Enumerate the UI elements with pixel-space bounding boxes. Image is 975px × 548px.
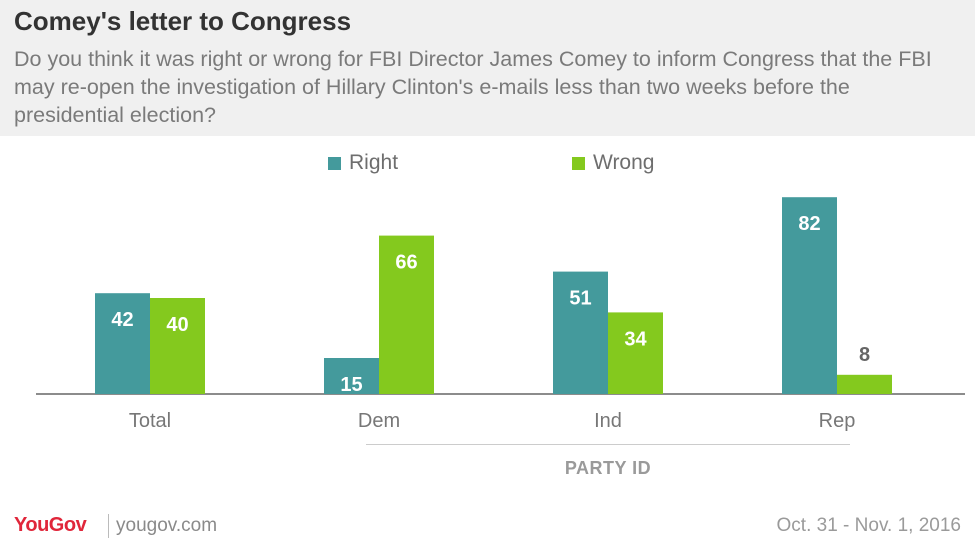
bar-right-dem	[324, 358, 379, 394]
legend: Right Wrong	[0, 150, 975, 176]
data-label-right-ind: 51	[569, 288, 591, 310]
chart-title: Comey's letter to Congress	[14, 6, 352, 36]
data-label-wrong-rep: 8	[859, 344, 870, 366]
data-label-right-rep: 82	[798, 213, 820, 235]
footer-divider	[108, 514, 109, 538]
legend-item-right: Right	[328, 150, 398, 176]
footer-site-link[interactable]: yougov.com	[116, 515, 218, 536]
yougov-logo: YouGov	[14, 514, 87, 536]
bar-right-total	[95, 293, 150, 394]
footer-date: Oct. 31 - Nov. 1, 2016	[776, 515, 961, 536]
bar-wrong-rep	[837, 374, 892, 394]
data-label-right-total: 42	[111, 309, 133, 331]
chart-subtitle: Do you think it was right or wrong for F…	[14, 47, 932, 127]
bar-wrong-ind	[608, 312, 663, 394]
party-id-bracket-line	[366, 444, 850, 445]
legend-label-wrong: Wrong	[593, 151, 655, 174]
category-label-dem: Dem	[358, 410, 400, 432]
bar-right-rep	[782, 197, 837, 394]
legend-swatch-right	[328, 156, 341, 170]
bar-wrong-total	[150, 298, 205, 394]
data-label-wrong-dem: 66	[395, 252, 417, 274]
category-label-rep: Rep	[819, 410, 856, 432]
legend-item-wrong: Wrong	[572, 150, 654, 176]
category-label-ind: Ind	[594, 410, 622, 432]
data-label-wrong-ind: 34	[624, 328, 647, 350]
category-label-total: Total	[129, 410, 171, 432]
bar-wrong-dem	[379, 235, 434, 394]
bar-right-ind	[553, 271, 608, 394]
legend-swatch-wrong	[572, 156, 585, 170]
header-band: Comey's letter to Congress Do you think …	[0, 0, 975, 136]
party-id-label: PARTY ID	[564, 458, 652, 478]
data-label-wrong-total: 40	[166, 314, 188, 336]
data-label-right-dem: 15	[340, 374, 362, 396]
legend-label-right: Right	[349, 151, 399, 174]
